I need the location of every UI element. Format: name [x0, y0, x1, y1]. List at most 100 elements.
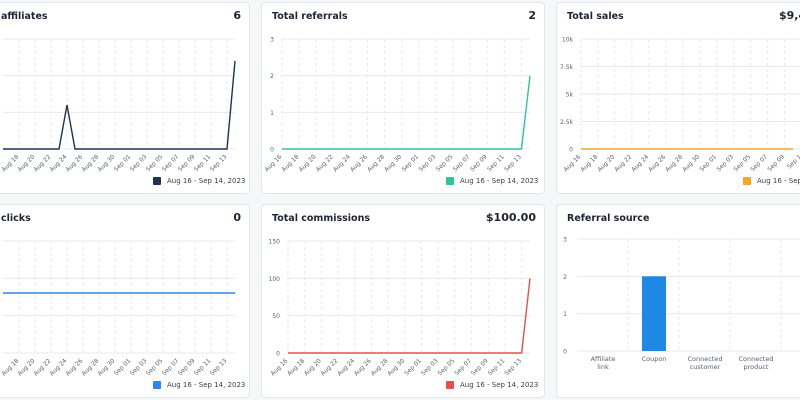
chart-legend[interactable]: Aug 16 - Sep 14, 2023	[153, 177, 245, 185]
card-value: 6	[233, 9, 241, 22]
x-category-label: Connected	[687, 355, 722, 363]
x-tick-label: Sep 03	[715, 153, 735, 173]
x-tick-label: Sep 09	[766, 153, 786, 173]
y-tick-label: 7.5k	[560, 64, 574, 71]
x-tick-label: Aug 16	[263, 153, 283, 173]
series-line	[3, 60, 236, 150]
legend-swatch	[446, 177, 454, 185]
x-tick-label: Sep 11	[486, 153, 506, 173]
x-tick-label: Aug 20	[298, 153, 318, 173]
x-tick-label: Aug 28	[370, 357, 390, 377]
x-tick-label: Sep 01	[403, 357, 423, 377]
x-tick-label: Sep 13	[503, 153, 523, 173]
x-category-label: product	[743, 363, 768, 371]
x-tick-label: Aug 30	[96, 357, 116, 377]
y-tick-label: 5k	[566, 92, 574, 99]
y-tick-label: 3	[270, 37, 274, 44]
x-tick-label: Aug 22	[315, 153, 335, 173]
bar	[642, 276, 666, 351]
chart-legend[interactable]: Aug 16 - Sep 14, 2023	[153, 381, 245, 389]
x-category-label: Affiliate	[591, 355, 616, 363]
legend-swatch	[743, 177, 751, 185]
x-tick-label: Aug 26	[349, 153, 369, 173]
y-tick-label: 50	[272, 313, 280, 320]
clicks-card: clicks 0 Aug 18 Aug 20 Aug 22 Aug 24 Aug 26 A…	[0, 204, 250, 398]
x-tick-label: Aug 16	[562, 153, 582, 173]
y-tick-label: 1	[563, 311, 567, 318]
card-title: Total sales	[567, 11, 624, 22]
x-tick-label: Sep 07	[749, 153, 769, 173]
card-title: Total commissions	[272, 213, 370, 224]
legend-swatch	[153, 177, 161, 185]
x-tick-label: Aug 20	[303, 357, 323, 377]
y-tick-label: 3	[563, 237, 567, 244]
card-title: affiliates	[1, 11, 48, 22]
x-tick-label: Sep 03	[418, 153, 438, 173]
legend-swatch	[446, 381, 454, 389]
x-tick-label: Aug 26	[647, 153, 667, 173]
x-tick-label: Aug 20	[596, 153, 616, 173]
chart-legend[interactable]: Aug 16 - Sep 14, 2023	[446, 381, 538, 389]
x-category-label: Coupon	[642, 355, 667, 363]
card-value: 0	[233, 211, 241, 224]
x-tick-label: Aug 24	[332, 153, 352, 173]
x-tick-label: Aug 30	[96, 153, 116, 173]
x-tick-label: Sep 03	[420, 357, 440, 377]
y-tick-label: 0	[276, 351, 280, 358]
x-tick-label: Sep 01	[401, 153, 421, 173]
x-tick-label: Aug 18	[281, 153, 301, 173]
x-category-label: customer	[690, 363, 721, 371]
y-tick-label: 0	[569, 147, 573, 154]
y-tick-label: 150	[269, 239, 281, 246]
y-tick-label: 2.5k	[560, 119, 574, 126]
x-tick-label: Aug 18	[286, 357, 306, 377]
x-tick-label: Aug 28	[366, 153, 386, 173]
chart-legend[interactable]: Aug 16 - Sep 14, 2023	[446, 177, 538, 185]
x-tick-label: Sep 07	[452, 153, 472, 173]
x-tick-label: Aug 30	[681, 153, 701, 173]
x-tick-label: Aug 22	[613, 153, 633, 173]
y-tick-label: 2	[563, 274, 567, 281]
card-title: clicks	[1, 213, 31, 224]
y-tick-label: 0	[270, 147, 274, 154]
legend-swatch	[153, 381, 161, 389]
card-title: Total referrals	[272, 11, 348, 22]
x-tick-label: Sep 05	[435, 153, 455, 173]
card-value: $9,4	[779, 9, 800, 22]
referral-source-card: Referral source 0 1 2 3 Affiliate link Coupon C…	[556, 204, 800, 398]
x-tick-label: Sep 09	[469, 153, 489, 173]
y-tick-label: 1	[270, 110, 274, 117]
card-value: $100.00	[485, 211, 536, 224]
x-category-label: Connected	[738, 355, 773, 363]
x-tick-label: Sep 13	[209, 153, 229, 173]
x-tick-label: Aug 24	[336, 357, 356, 377]
x-tick-label: Sep 01	[698, 153, 718, 173]
x-tick-label: Aug 26	[353, 357, 373, 377]
x-tick-label: Aug 24	[630, 153, 650, 173]
total-commissions-card: Total commissions $100.00 0 50 100 150 Aug 1…	[261, 204, 545, 398]
total-referrals-card: Total referrals 2 0 1 2 3 Aug 16 Aug 18 Aug 20…	[261, 2, 545, 194]
series-line	[282, 75, 531, 150]
legend-label: Aug 16 - Sep 14, 2023	[460, 177, 539, 185]
x-tick-label: Sep 11	[487, 357, 507, 377]
x-tick-label: Sep 05	[437, 357, 457, 377]
x-tick-label: Aug 28	[664, 153, 684, 173]
x-tick-label: Sep 13	[503, 357, 523, 377]
series-line	[288, 278, 531, 354]
x-tick-label: Sep 13	[209, 357, 229, 377]
chart-legend[interactable]: Aug 16 - Sep 1	[743, 177, 800, 185]
x-tick-label: Sep 1	[786, 153, 800, 170]
x-tick-label: Sep 07	[453, 357, 473, 377]
x-tick-label: Aug 30	[386, 357, 406, 377]
x-tick-label: Sep 09	[470, 357, 490, 377]
card-title: Referral source	[567, 213, 650, 224]
x-tick-label: Sep 05	[732, 153, 752, 173]
legend-label: Aug 16 - Sep 14, 2023	[167, 177, 246, 185]
